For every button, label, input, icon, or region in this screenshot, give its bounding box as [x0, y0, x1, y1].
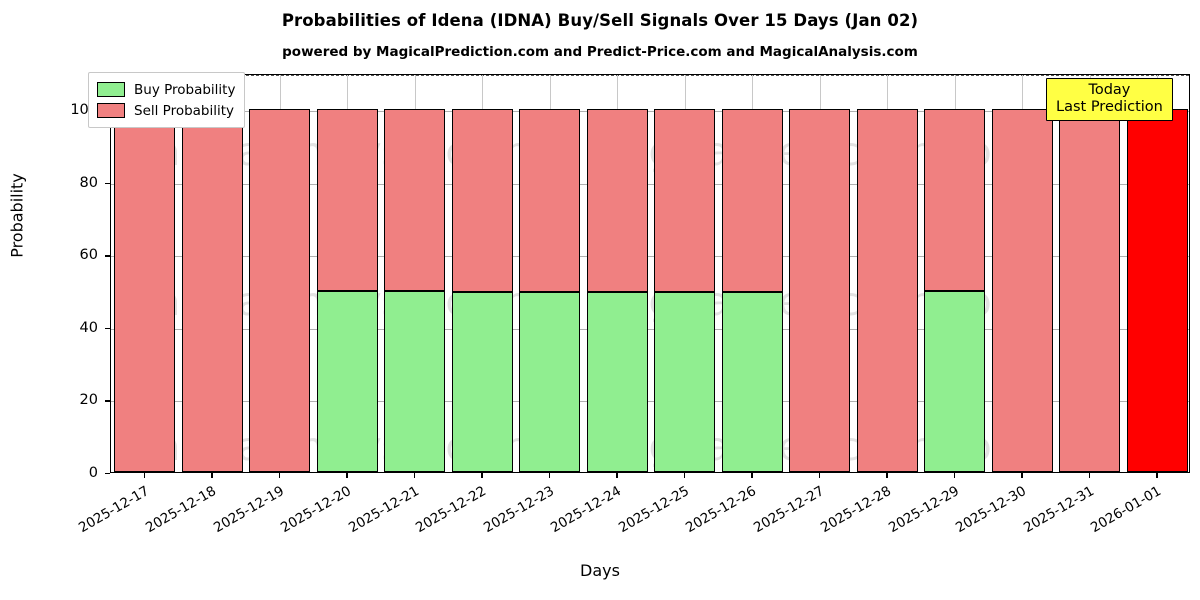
- bar-segment-sell[interactable]: [586, 109, 648, 293]
- plot-area: MagicalAnalysis.comMagicalPrediction.com…: [110, 74, 1190, 473]
- y-gridline: [111, 111, 1189, 113]
- bar-group[interactable]: [924, 73, 986, 472]
- x-tick-mark: [413, 473, 416, 478]
- today-annotation-line1: Today: [1088, 82, 1131, 98]
- bar-segment-buy[interactable]: [384, 290, 446, 472]
- bar-segment-sell[interactable]: [181, 109, 243, 472]
- bar-segment-sell[interactable]: [316, 109, 378, 291]
- y-tick-mark: [105, 473, 110, 475]
- legend-swatch-sell: [97, 103, 125, 118]
- x-tick-mark: [953, 473, 956, 478]
- bar-segment-sell[interactable]: [991, 109, 1053, 472]
- y-tick-mark: [105, 182, 110, 185]
- bar-group[interactable]: [1059, 73, 1121, 472]
- bar-segment-sell[interactable]: [721, 109, 783, 293]
- y-tick-label: 60: [79, 247, 98, 264]
- bar-segment-sell[interactable]: [519, 109, 581, 293]
- legend-label-sell: Sell Probability: [134, 102, 235, 119]
- bar-segment-sell[interactable]: [114, 109, 176, 472]
- y-tick-label: 0: [88, 465, 98, 481]
- bar-group[interactable]: [721, 73, 783, 472]
- bar-segment-buy[interactable]: [519, 292, 581, 472]
- bar-segment-buy[interactable]: [721, 292, 783, 472]
- y-gridline: [111, 183, 1189, 185]
- today-annotation: Today Last Prediction: [1046, 78, 1173, 122]
- bar-segment-sell[interactable]: [924, 109, 986, 291]
- y-tick-label: 80: [79, 174, 98, 191]
- legend-item-buy: Buy Probability: [97, 79, 235, 100]
- x-tick-mark: [346, 473, 348, 478]
- bar-segment-sell[interactable]: [856, 109, 918, 472]
- bar-group[interactable]: [384, 73, 446, 472]
- chart-subtitle: powered by MagicalPrediction.com and Pre…: [282, 44, 918, 60]
- x-tick-mark: [481, 473, 483, 478]
- y-gridline: [111, 401, 1189, 403]
- x-tick-mark: [616, 473, 618, 478]
- bar-group[interactable]: [789, 73, 851, 472]
- y-tick-mark: [105, 400, 110, 402]
- x-tick-mark: [818, 473, 821, 478]
- y-gridline: [111, 328, 1189, 330]
- x-tick-mark: [886, 473, 888, 478]
- bar-segment-buy[interactable]: [654, 292, 716, 472]
- bar-segment-sell[interactable]: [654, 109, 716, 293]
- bar-group[interactable]: [1126, 73, 1188, 472]
- bar-group[interactable]: [856, 73, 918, 472]
- bar-segment-today[interactable]: [1126, 109, 1188, 472]
- legend-swatch-buy: [97, 82, 125, 97]
- bar-group[interactable]: [181, 73, 243, 472]
- x-tick-mark: [278, 473, 281, 478]
- today-annotation-line2: Last Prediction: [1056, 99, 1163, 116]
- x-tick-mark: [683, 473, 686, 478]
- y-tick-label: 20: [79, 392, 98, 409]
- bar-group[interactable]: [114, 73, 176, 472]
- x-tick-mark: [751, 473, 753, 478]
- bar-group[interactable]: [519, 73, 581, 472]
- bar-segment-sell[interactable]: [249, 109, 311, 472]
- y-tick-label: 40: [79, 319, 98, 336]
- y-tick-mark: [105, 255, 110, 257]
- x-tick-mark: [548, 473, 551, 478]
- bar-group[interactable]: [451, 73, 513, 472]
- y-tick-mark: [105, 327, 110, 330]
- y-axis-label: Probability: [7, 173, 27, 258]
- chart-title: Probabilities of Idena (IDNA) Buy/Sell S…: [281, 11, 919, 30]
- x-axis-label: Days: [580, 561, 620, 580]
- bar-group[interactable]: [654, 73, 716, 472]
- x-tick-mark: [1021, 473, 1023, 478]
- x-tick-mark: [1156, 473, 1158, 478]
- bar-segment-sell[interactable]: [1059, 109, 1121, 472]
- x-tick-mark: [1088, 473, 1091, 478]
- bar-group[interactable]: [991, 73, 1053, 472]
- legend-item-sell: Sell Probability: [97, 100, 235, 121]
- bar-segment-sell[interactable]: [789, 109, 851, 472]
- chart-legend: Buy Probability Sell Probability: [88, 72, 246, 128]
- bar-group[interactable]: [316, 73, 378, 472]
- bar-group[interactable]: [586, 73, 648, 472]
- bar-segment-buy[interactable]: [451, 292, 513, 472]
- x-tick-mark: [143, 473, 146, 478]
- bar-segment-sell[interactable]: [384, 109, 446, 291]
- reference-dashed-line: [111, 75, 1189, 76]
- bar-segment-buy[interactable]: [586, 292, 648, 472]
- bar-segment-buy[interactable]: [316, 290, 378, 472]
- x-tick-mark: [211, 473, 213, 478]
- y-gridline: [111, 256, 1189, 258]
- bar-group[interactable]: [249, 73, 311, 472]
- legend-label-buy: Buy Probability: [134, 81, 236, 98]
- bar-segment-sell[interactable]: [451, 109, 513, 293]
- bar-segment-buy[interactable]: [924, 290, 986, 472]
